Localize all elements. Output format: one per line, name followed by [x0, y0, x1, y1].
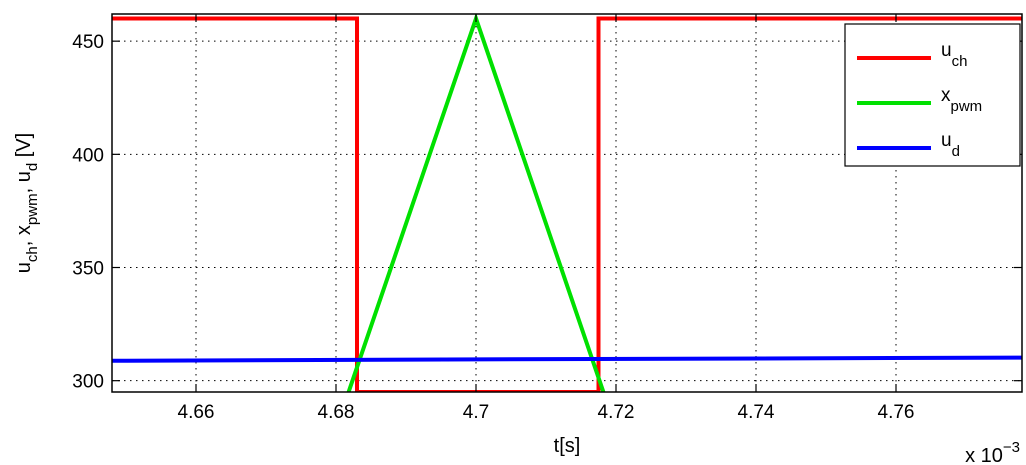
series-line-ud	[112, 355, 1022, 363]
y-axis-label: uch​, xpwm​, ud​ [V]	[13, 133, 41, 273]
axis-labels: t[s] uch​, xpwm​, ud​ [V] x 10−3	[13, 133, 1020, 465]
x-tick-label: 4.68	[318, 402, 355, 423]
x-tick-label: 4.76	[878, 402, 915, 423]
series-line-uch	[112, 16, 1022, 392]
legend-label: xpwm	[941, 85, 982, 115]
x-tick-label: 4.72	[598, 402, 635, 423]
y-tick-label: 300	[72, 372, 104, 393]
legend-label: uch	[941, 40, 967, 70]
legend: uch xpwm ud	[844, 23, 1021, 167]
ticks: 4.66 4.68 4.7 4.72 4.74 4.76 300 350 400 450	[72, 14, 1022, 423]
x-tick-label: 4.66	[178, 402, 215, 423]
legend-label: ud	[941, 130, 960, 160]
y-tick-label: 350	[72, 259, 104, 280]
x-scale-label: x 10−3	[965, 439, 1020, 465]
x-tick-label: 4.7	[463, 402, 489, 423]
x-axis-label: t[s]	[554, 435, 581, 457]
x-tick-label: 4.74	[738, 402, 775, 423]
legend-box	[844, 23, 1021, 167]
plot-frame	[111, 13, 1023, 393]
y-tick-label: 400	[72, 145, 104, 166]
y-tick-label: 450	[72, 32, 104, 53]
